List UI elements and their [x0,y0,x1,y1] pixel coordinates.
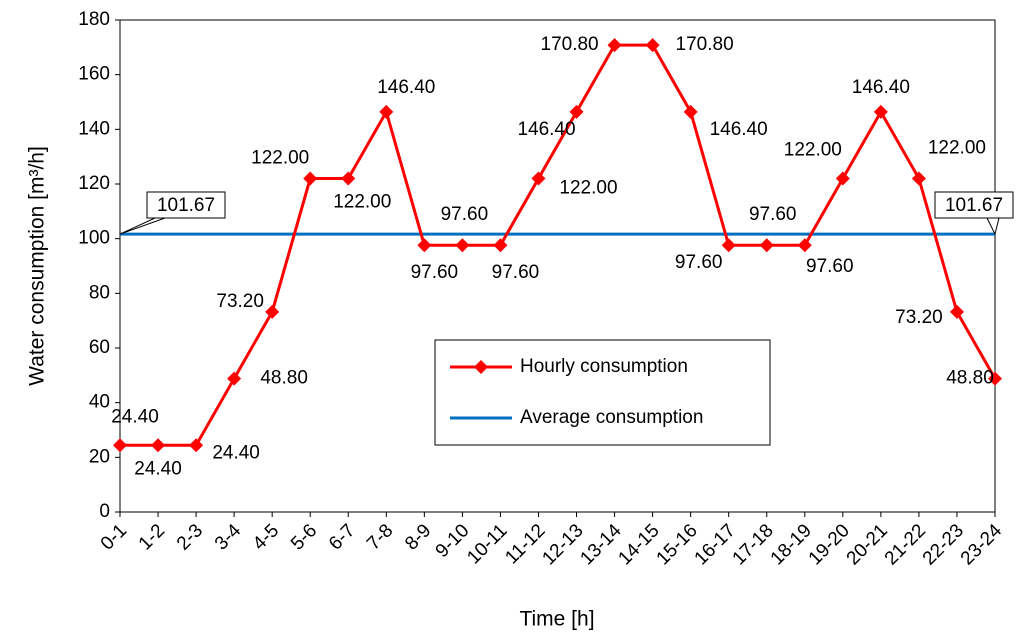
value-label: 24.40 [134,458,182,479]
diamond-marker [341,171,356,186]
diamond-marker [911,171,926,186]
diamond-marker [949,304,964,319]
diamond-marker [531,171,546,186]
diamond-marker [455,238,470,253]
diamond-marker [569,104,584,119]
value-label: 122.00 [784,140,842,161]
value-label: 146.40 [377,77,435,98]
value-label: 170.80 [676,34,734,55]
x-tick-label: 8-9 [401,520,435,554]
value-label: 122.00 [333,192,391,213]
value-label: 24.40 [111,406,159,427]
legend-label: Average consumption [520,407,703,428]
diamond-marker [265,304,280,319]
value-label: 97.60 [749,204,797,225]
x-tick-label: 10-11 [463,520,511,568]
diamond-marker [721,238,736,253]
value-label: 97.60 [675,252,723,273]
diamond-marker [303,171,318,186]
callout-pointer [986,217,1000,236]
legend-label: Hourly consumption [520,356,688,377]
diamond-marker [835,171,850,186]
value-label: 73.20 [216,291,264,312]
y-tick-label: 160 [78,64,110,85]
value-label: 48.80 [260,368,308,389]
callout-pointer [119,217,166,235]
x-axis-label: Time [h] [519,608,594,631]
x-tick-label: 23-24 [957,520,1007,570]
value-label: 122.00 [559,178,617,199]
value-label: 101.67 [157,195,215,216]
x-tick-label: 7-8 [363,520,397,554]
diamond-marker [151,438,166,453]
diamond-marker [379,104,394,119]
value-label: 97.60 [806,256,854,277]
value-label: 146.40 [710,119,768,140]
diamond-marker [797,238,812,253]
y-tick-label: 100 [78,228,110,249]
value-label: 122.00 [928,138,986,159]
x-tick-label: 20-21 [843,520,892,569]
value-label: 97.60 [411,262,459,283]
y-tick-label: 140 [78,118,110,139]
x-tick-label: 11-12 [501,520,549,568]
x-tick-label: 0-1 [97,520,131,554]
value-label: 24.40 [212,442,260,463]
diamond-marker [227,371,242,386]
diamond-marker [607,38,622,53]
y-tick-label: 0 [99,501,110,522]
legend-box [434,339,771,446]
value-label: 97.60 [492,262,540,283]
value-label: 97.60 [441,204,489,225]
y-tick-label: 180 [78,9,110,30]
diamond-marker [113,438,127,453]
x-tick-label: 18-19 [767,520,816,569]
diamond-marker [988,371,1002,386]
diamond-marker [493,238,508,253]
x-tick-label: 16-17 [691,520,740,569]
value-label: 73.20 [895,307,943,328]
diamond-marker [873,104,888,119]
x-tick-label: 13-14 [576,520,626,570]
x-tick-label: 3-4 [211,520,246,555]
y-tick-label: 80 [89,282,110,303]
value-label: 170.80 [541,34,599,55]
diamond-marker [683,104,698,119]
value-label: 48.80 [946,368,994,389]
y-tick-label: 40 [89,392,110,413]
value-label: 146.40 [517,119,575,140]
callout-box [934,191,1014,219]
diamond-marker [417,238,432,253]
x-tick-label: 1-2 [135,520,169,554]
x-tick-label: 12-13 [538,520,587,569]
x-tick-label: 21-22 [881,520,930,569]
hourly-line [120,43,997,447]
value-label: 146.40 [852,77,910,98]
y-tick-label: 120 [78,173,110,194]
x-tick-label: 5-6 [287,520,321,554]
legend-marker [474,360,488,374]
x-tick-label: 17-18 [729,520,778,569]
diamond-marker [645,38,660,53]
callout-box [146,191,226,219]
x-tick-label: 22-23 [919,520,968,569]
plot-frame [119,19,996,513]
value-label: 122.00 [251,148,309,169]
diamond-marker [189,438,204,453]
x-tick-label: 4-5 [249,520,283,554]
x-tick-label: 2-3 [173,520,207,554]
x-tick-label: 19-20 [805,520,854,569]
y-axis-label: Water consumption [m³/h] [26,146,49,386]
x-tick-label: 15-16 [653,520,702,569]
diamond-marker [759,238,774,253]
y-tick-label: 20 [89,446,110,467]
x-tick-label: 14-15 [614,520,663,569]
x-tick-label: 6-7 [325,520,359,554]
value-label: 101.67 [945,195,1003,216]
y-tick-label: 60 [89,337,110,358]
